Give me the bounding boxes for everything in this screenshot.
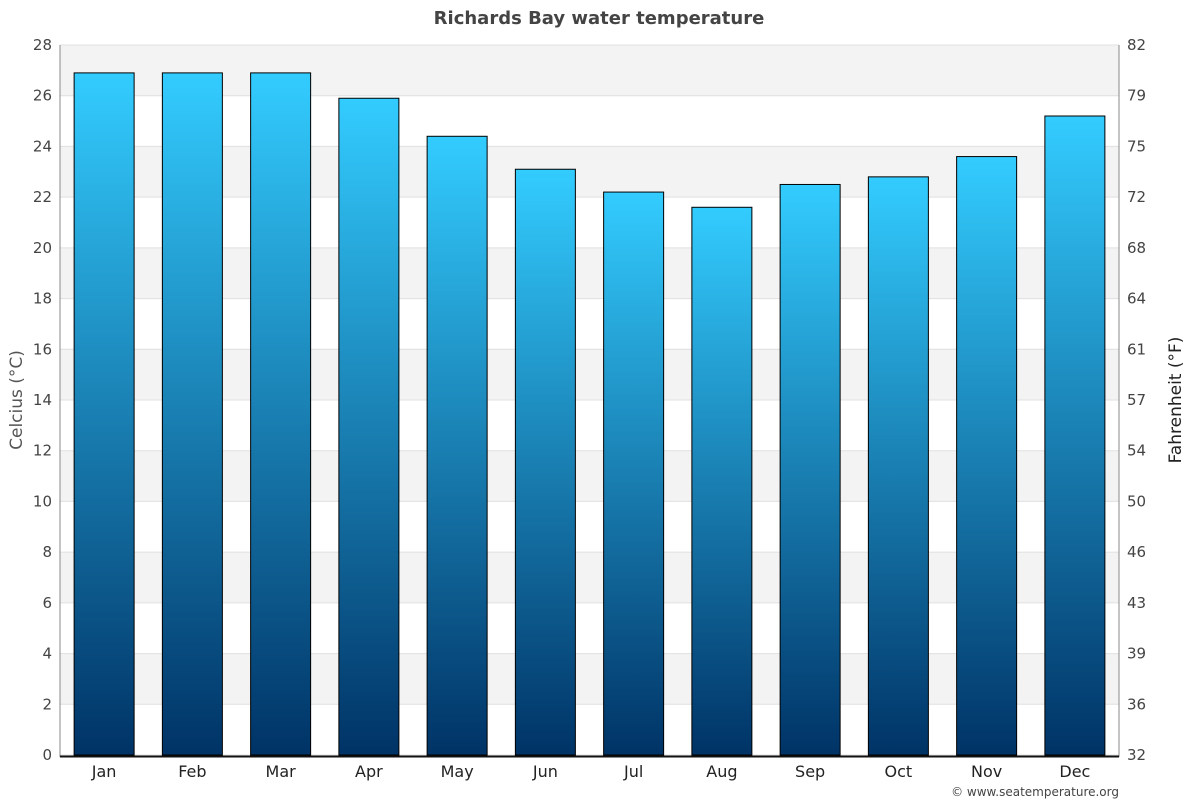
y-tick-label-right: 79: [1127, 87, 1146, 105]
chart-title: Richards Bay water temperature: [434, 8, 765, 29]
y-tick-label: 24: [33, 137, 52, 155]
y-tick-label: 26: [33, 87, 52, 105]
y-tick-label-right: 72: [1127, 188, 1146, 206]
grid-band: [60, 552, 1119, 603]
bar-aug: [691, 206, 753, 756]
bar-sep: [779, 183, 841, 756]
x-tick-label: May: [441, 762, 474, 781]
y-tick-label: 10: [33, 492, 52, 510]
y-tick-label-right: 61: [1127, 340, 1146, 358]
x-tick-label: Jan: [91, 762, 117, 781]
y-axis-right: 32 36 39 43 46 50 54 57 61 64 68 72 75 79 82: [1127, 36, 1146, 764]
y-tick-label-right: 54: [1127, 442, 1146, 460]
y-tick-label-right: 57: [1127, 391, 1146, 409]
y-axis-label-right: Fahrenheit (°F): [1166, 337, 1186, 464]
y-tick-label-right: 39: [1127, 645, 1146, 663]
y-tick-label: 20: [33, 239, 52, 257]
x-tick-label: Mar: [266, 762, 297, 781]
y-tick-label: 14: [33, 391, 52, 409]
grid-band: [60, 247, 1119, 299]
y-tick-label: 2: [42, 695, 52, 713]
grid-band: [60, 146, 1119, 198]
grid-band: [60, 45, 1119, 96]
credit: © www.seatemperature.org: [951, 785, 1119, 799]
y-tick-label: 4: [42, 645, 52, 663]
x-tick-label: Aug: [706, 762, 737, 781]
y-tick-label: 22: [33, 188, 52, 206]
y-tick-label-right: 64: [1127, 290, 1146, 308]
y-tick-label-right: 82: [1127, 36, 1146, 54]
x-tick-label: Feb: [178, 762, 206, 781]
x-tick-label: Nov: [971, 762, 1002, 781]
bars: [73, 72, 1106, 756]
bar-nov: [956, 156, 1018, 756]
y-tick-label: 18: [33, 290, 52, 308]
y-tick-label: 28: [33, 36, 52, 54]
x-tick-label: Jun: [532, 762, 558, 781]
x-tick-label: Sep: [795, 762, 825, 781]
y-axis-label-left: Celcius (°C): [7, 350, 27, 450]
bar-mar: [250, 72, 312, 756]
grid-band: [60, 349, 1119, 400]
y-tick-label: 6: [42, 594, 52, 612]
bar-jan: [73, 72, 135, 756]
y-tick-label-right: 32: [1127, 746, 1146, 764]
grid-bands: [60, 44, 1119, 756]
y-tick-label-right: 75: [1127, 137, 1146, 155]
bar-oct: [867, 176, 929, 756]
bar-dec: [1044, 115, 1106, 756]
bar-apr: [338, 97, 400, 756]
y-tick-label: 12: [33, 442, 52, 460]
y-tick-label: 0: [42, 746, 52, 764]
x-tick-label: Oct: [885, 762, 913, 781]
x-tick-label: Jul: [623, 762, 643, 781]
x-tick-label: Apr: [355, 762, 383, 781]
y-tick-label-right: 50: [1127, 492, 1146, 510]
bar-jul: [603, 191, 665, 756]
y-tick-label-right: 36: [1127, 695, 1146, 713]
y-tick-label-right: 68: [1127, 239, 1146, 257]
y-tick-label-right: 46: [1127, 543, 1146, 561]
bar-feb: [161, 72, 223, 756]
grid-band: [60, 653, 1119, 705]
grid-band: [60, 450, 1119, 502]
bar-may: [426, 135, 488, 756]
y-tick-label: 8: [42, 543, 52, 561]
y-tick-label: 16: [33, 340, 52, 358]
x-tick-label: Dec: [1059, 762, 1090, 781]
bar-jun: [514, 168, 576, 756]
y-tick-label-right: 43: [1127, 594, 1146, 612]
x-axis: Jan Feb Mar Apr May Jun Jul Aug Sep Oct Nov Dec: [91, 762, 1091, 781]
